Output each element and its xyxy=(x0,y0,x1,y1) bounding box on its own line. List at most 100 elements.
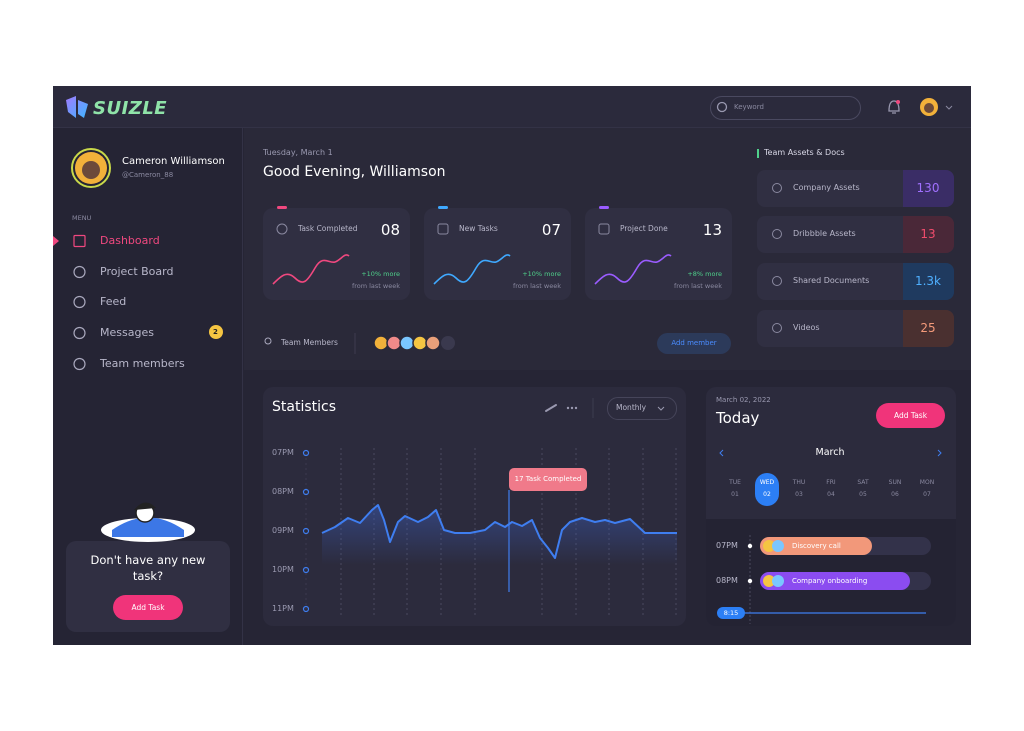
card-note: from last week xyxy=(673,281,722,290)
sparkline xyxy=(433,254,511,285)
chevron-icon xyxy=(945,105,953,110)
card-icon xyxy=(276,223,288,235)
add-member-button[interactable]: Add member xyxy=(657,333,731,354)
next-arrow xyxy=(937,449,942,457)
stat-card[interactable] xyxy=(424,208,571,300)
card-label: Project Done xyxy=(620,223,668,233)
card-label: New Tasks xyxy=(459,223,498,233)
asset-label[interactable]: Videos xyxy=(793,322,820,332)
axis-dot xyxy=(302,449,310,457)
asset-icon xyxy=(772,229,782,239)
promo-text: Don't have any new task? xyxy=(90,553,206,583)
event-label: Company onboarding xyxy=(792,577,868,585)
menu-icon xyxy=(73,234,86,248)
search-box[interactable] xyxy=(710,96,861,120)
card-tab xyxy=(438,206,448,209)
now-marker: 8:15 xyxy=(717,607,745,619)
statistics-panel xyxy=(263,387,686,626)
menu-item[interactable]: Project Board xyxy=(100,264,174,278)
today-add-button[interactable]: Add Task xyxy=(876,403,945,428)
statistics-title: Statistics xyxy=(272,399,336,416)
event-time: 08PM xyxy=(716,575,738,585)
timeline-dot xyxy=(747,543,753,549)
timeline-dot xyxy=(747,578,753,584)
assets-title-bar xyxy=(757,149,759,158)
illustration-hair xyxy=(134,502,156,510)
event-label: Discovery call xyxy=(792,542,841,550)
illustration-person xyxy=(112,517,184,537)
menu-icon xyxy=(73,265,86,279)
day-number[interactable]: 02 xyxy=(763,490,771,498)
team-label: Team Members xyxy=(281,337,338,347)
day-name[interactable]: SUN xyxy=(888,478,902,486)
greeting-date: Tuesday, March 1 xyxy=(263,147,333,157)
card-note: from last week xyxy=(512,281,561,290)
axis-dot xyxy=(302,488,310,496)
day-name[interactable]: SAT xyxy=(857,478,869,486)
y-label: 07PM xyxy=(272,447,294,457)
dropdown-chevron xyxy=(657,406,665,411)
card-change: +8% more xyxy=(687,269,722,278)
menu-item[interactable]: Team members xyxy=(100,356,185,370)
card-icon xyxy=(598,223,610,235)
axis-dot xyxy=(302,566,310,574)
add-task-button[interactable]: Add Task xyxy=(113,595,183,620)
card-value: 13 xyxy=(702,220,722,239)
bell-icon xyxy=(888,100,900,114)
day-number[interactable]: 04 xyxy=(827,490,835,498)
day-number[interactable]: 03 xyxy=(795,490,803,498)
menu-item[interactable]: Feed xyxy=(100,294,127,308)
stat-line xyxy=(321,504,677,559)
day-name[interactable]: THU xyxy=(792,478,806,486)
day-number[interactable]: 05 xyxy=(859,490,867,498)
team-avatar xyxy=(425,335,441,351)
axis-dot xyxy=(302,605,310,613)
asset-icon xyxy=(772,323,782,333)
selected-day xyxy=(755,473,779,506)
event-avatar xyxy=(772,575,784,587)
profile-handle: @Cameron_88 xyxy=(122,171,174,180)
stat-card[interactable] xyxy=(263,208,410,300)
sparkline xyxy=(594,254,672,285)
y-label: 10PM xyxy=(272,564,294,574)
team-avatar xyxy=(399,335,415,351)
day-number[interactable]: 01 xyxy=(731,490,739,498)
asset-count: 25 xyxy=(920,320,936,335)
card-change: +10% more xyxy=(361,269,400,278)
card-tab xyxy=(599,206,609,209)
asset-label[interactable]: Shared Documents xyxy=(793,275,870,285)
card-tab xyxy=(277,206,287,209)
asset-label[interactable]: Dribbble Assets xyxy=(793,228,856,238)
event-time: 07PM xyxy=(716,540,738,550)
prev-arrow xyxy=(719,449,724,457)
stat-card[interactable] xyxy=(585,208,732,300)
day-name[interactable]: TUE xyxy=(729,478,741,486)
period-label[interactable]: Monthly xyxy=(616,402,647,412)
profile-face xyxy=(82,161,100,179)
logo: SUIZLE xyxy=(93,97,168,119)
card-icon xyxy=(437,223,449,235)
monthly-dropdown[interactable] xyxy=(607,397,677,420)
asset-count-box xyxy=(903,170,954,207)
day-name[interactable]: WED xyxy=(759,478,775,486)
search-placeholder: Keyword xyxy=(734,103,764,112)
menu-item[interactable]: Dashboard xyxy=(100,233,160,247)
day-name[interactable]: FRI xyxy=(826,478,836,486)
event-bar[interactable]: Company onboarding xyxy=(760,572,910,590)
day-number[interactable]: 07 xyxy=(923,490,931,498)
y-label: 09PM xyxy=(272,525,294,535)
team-avatar xyxy=(386,335,402,351)
day-number[interactable]: 06 xyxy=(891,490,899,498)
sparkline xyxy=(272,254,350,285)
messages-badge xyxy=(209,325,223,339)
axis-dot xyxy=(302,527,310,535)
day-name[interactable]: MON xyxy=(919,478,935,486)
team-avatar xyxy=(412,335,428,351)
asset-label[interactable]: Company Assets xyxy=(793,182,860,192)
y-label: 08PM xyxy=(272,486,294,496)
link-icon xyxy=(545,404,557,412)
asset-count: 1.3k xyxy=(914,273,942,288)
menu-item[interactable]: Messages xyxy=(100,325,154,339)
event-bar[interactable]: Discovery call xyxy=(760,537,872,555)
